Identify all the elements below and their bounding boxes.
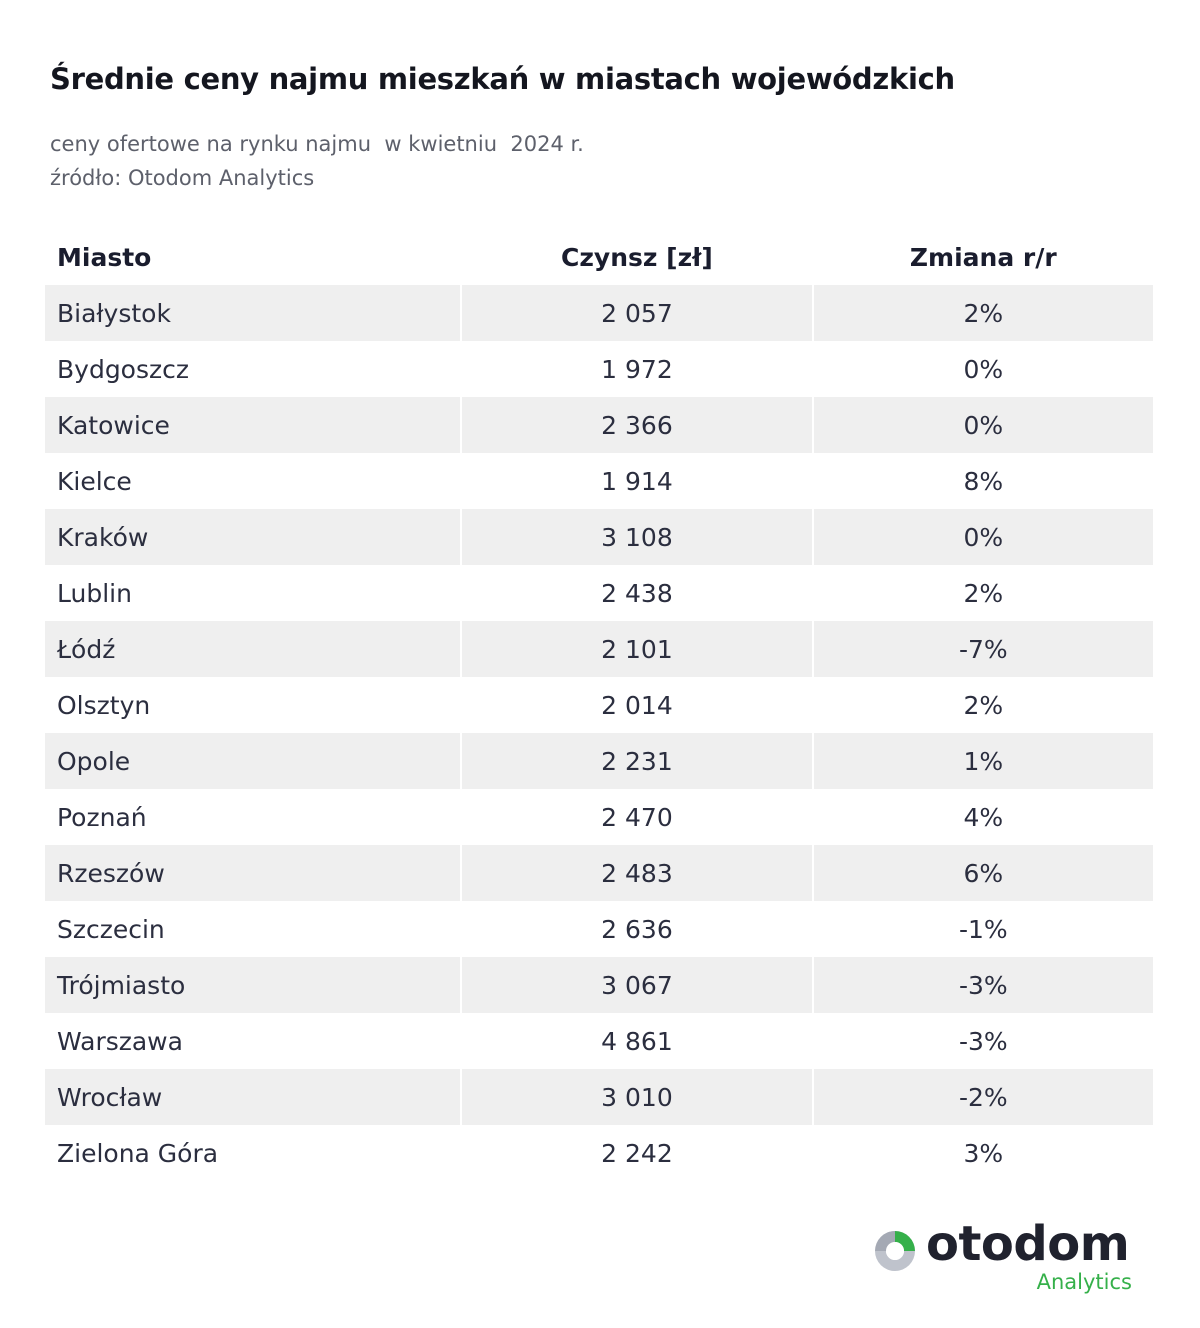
city-cell: Kraków	[45, 509, 461, 565]
change-cell: 2%	[813, 285, 1153, 341]
table-row: Rzeszów 2 483 6%	[45, 845, 1153, 901]
table-row: Trójmiasto 3 067 -3%	[45, 957, 1153, 1013]
city-cell: Łódź	[45, 621, 461, 677]
city-cell: Szczecin	[57, 914, 165, 944]
column-header-city: Miasto	[57, 242, 152, 272]
table-header: Miasto Czynsz [zł] Zmiana r/r	[45, 229, 1153, 285]
change-cell: 3%	[963, 1138, 1004, 1168]
rent-table: Miasto Czynsz [zł] Zmiana r/r Białystok 2…	[45, 229, 1153, 1181]
rent-cell: 2 231	[462, 733, 812, 789]
logo-subtitle: Analytics	[1036, 1270, 1132, 1294]
table-row: Katowice 2 366 0%	[45, 397, 1153, 453]
page-title: Średnie ceny najmu mieszkań w miastach w…	[50, 62, 955, 96]
change-cell: 2%	[963, 578, 1004, 608]
change-cell: -3%	[958, 1026, 1008, 1056]
table-row: Szczecin 2 636 -1%	[45, 901, 1153, 957]
rent-cell: 2 483	[462, 845, 812, 901]
table-row: Białystok 2 057 2%	[45, 285, 1153, 341]
rent-cell: 3 108	[462, 509, 812, 565]
city-cell: Lublin	[57, 578, 132, 608]
rent-cell: 2 636	[601, 914, 673, 944]
rent-cell: 2 366	[462, 397, 812, 453]
change-cell: 4%	[963, 802, 1004, 832]
table-row: Zielona Góra 2 242 3%	[45, 1125, 1153, 1181]
rent-cell: 2 470	[601, 802, 673, 832]
subtitle-source: źródło: Otodom Analytics	[50, 166, 315, 190]
city-cell: Zielona Góra	[57, 1138, 219, 1168]
table-row: Wrocław 3 010 -2%	[45, 1069, 1153, 1125]
change-cell: -7%	[813, 621, 1153, 677]
table-row: Kraków 3 108 0%	[45, 509, 1153, 565]
city-cell: Olsztyn	[57, 690, 151, 720]
otodom-analytics-logo: otodom Analytics	[872, 1216, 1142, 1302]
city-cell: Bydgoszcz	[57, 354, 189, 384]
rent-cell: 1 914	[601, 466, 673, 496]
rent-cell: 2 242	[601, 1138, 673, 1168]
city-cell: Warszawa	[57, 1026, 183, 1056]
table-row: Lublin 2 438 2%	[45, 565, 1153, 621]
city-cell: Opole	[45, 733, 461, 789]
change-cell: -2%	[813, 1069, 1153, 1125]
change-cell: 0%	[813, 397, 1153, 453]
change-cell: 2%	[963, 690, 1004, 720]
change-cell: 0%	[813, 509, 1153, 565]
table-row: Poznań 2 470 4%	[45, 789, 1153, 845]
rent-cell: 4 861	[601, 1026, 673, 1056]
column-header-rent: Czynsz [zł]	[561, 242, 713, 272]
rent-cell: 2 438	[601, 578, 673, 608]
rent-cell: 3 010	[462, 1069, 812, 1125]
rent-cell: 1 972	[601, 354, 673, 384]
change-cell: 0%	[963, 354, 1004, 384]
change-cell: 6%	[813, 845, 1153, 901]
city-cell: Wrocław	[45, 1069, 461, 1125]
table-row: Warszawa 4 861 -3%	[45, 1013, 1153, 1069]
change-cell: 8%	[963, 466, 1004, 496]
table-row: Kielce 1 914 8%	[45, 453, 1153, 509]
city-cell: Poznań	[57, 802, 147, 832]
otodom-pie-mark-icon	[875, 1231, 915, 1271]
city-cell: Białystok	[45, 285, 461, 341]
change-cell: 1%	[813, 733, 1153, 789]
city-cell: Rzeszów	[45, 845, 461, 901]
table-row: Opole 2 231 1%	[45, 733, 1153, 789]
logo-wordmark: otodom	[926, 1216, 1130, 1272]
change-cell: -3%	[813, 957, 1153, 1013]
rent-cell: 2 101	[462, 621, 812, 677]
city-cell: Kielce	[57, 466, 132, 496]
table-row: Łódź 2 101 -7%	[45, 621, 1153, 677]
change-cell: -1%	[958, 914, 1008, 944]
city-cell: Katowice	[45, 397, 461, 453]
column-header-change: Zmiana r/r	[909, 242, 1057, 272]
rent-cell: 3 067	[462, 957, 812, 1013]
subtitle-period: ceny ofertowe na rynku najmu w kwietniu …	[50, 132, 584, 156]
table-row: Olsztyn 2 014 2%	[45, 677, 1153, 733]
table-body: Białystok 2 057 2% Bydgoszcz 1 972 0% Katowice…	[45, 285, 1153, 1181]
rent-cell: 2 014	[601, 690, 673, 720]
table-row: Bydgoszcz 1 972 0%	[45, 341, 1153, 397]
city-cell: Trójmiasto	[45, 957, 461, 1013]
rent-cell: 2 057	[462, 285, 812, 341]
